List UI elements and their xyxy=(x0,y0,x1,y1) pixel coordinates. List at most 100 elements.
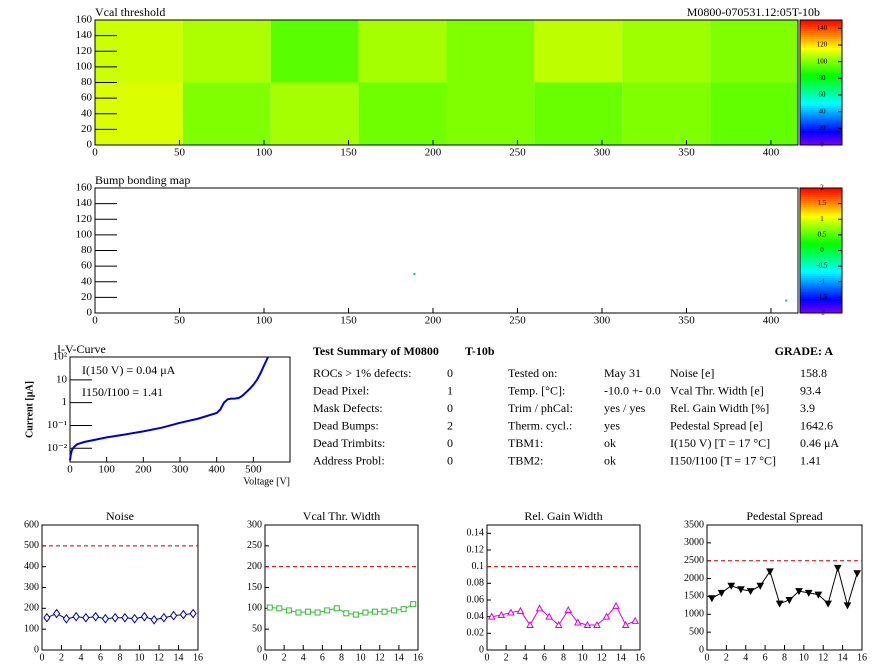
y-tick-label: 1500 xyxy=(684,591,704,602)
y-tick-label: 300 xyxy=(24,582,39,593)
x-tick-label: 250 xyxy=(509,147,526,159)
colorbar-step xyxy=(800,308,842,312)
y-tick-label: 2500 xyxy=(684,555,704,566)
colorbar-step xyxy=(800,281,842,285)
colorbar-step xyxy=(800,219,842,222)
y-tick-label: 120 xyxy=(76,45,93,57)
summary-value: 3.9 xyxy=(800,401,815,415)
colorbar-step xyxy=(800,111,842,115)
x-tick-label: 100 xyxy=(256,315,273,327)
colorbar-step xyxy=(800,61,842,65)
y-tick-label: 80 xyxy=(81,244,93,256)
y-tick-label: 500 xyxy=(24,540,39,551)
marker xyxy=(785,597,794,605)
marker xyxy=(381,608,388,615)
marker xyxy=(766,568,774,576)
colorbar-step xyxy=(800,67,842,71)
marker xyxy=(554,620,563,628)
x-tick-label: 8 xyxy=(561,652,566,663)
x-tick-label: 6 xyxy=(320,652,325,663)
marker xyxy=(82,612,90,623)
marker xyxy=(507,608,515,616)
marker xyxy=(140,611,148,622)
colorbar-step xyxy=(800,242,842,245)
summary-value: 0 xyxy=(447,436,453,450)
bump-point xyxy=(413,272,416,275)
colorbar-step xyxy=(800,231,842,235)
marker xyxy=(121,612,129,623)
x-tick-label: 14 xyxy=(394,652,404,663)
y-tick-label: 0 xyxy=(479,644,484,655)
marker xyxy=(189,608,197,619)
plot-frame xyxy=(94,19,799,146)
colorbar-step xyxy=(800,227,842,231)
heatmap-cell xyxy=(534,82,623,145)
summary-label: Noise [e] xyxy=(670,366,714,380)
y-tick-label: 20 xyxy=(81,291,93,303)
summary-value: 1 xyxy=(447,383,453,397)
summary-value: yes xyxy=(604,418,620,432)
marker xyxy=(853,570,861,578)
x-tick-label: 200 xyxy=(425,147,442,159)
colorbar-step xyxy=(800,113,842,117)
x-tick-label: 10 xyxy=(799,652,809,663)
colorbar-step xyxy=(800,34,842,38)
colorbar-step xyxy=(800,198,842,201)
marker xyxy=(305,608,312,615)
colorbar-step xyxy=(800,53,842,56)
x-tick-label: 16 xyxy=(193,652,203,663)
summary-label: Dead Pixel: xyxy=(313,383,369,397)
colorbar-step xyxy=(800,32,842,36)
x-tick-label: 0 xyxy=(67,464,73,476)
marker xyxy=(824,600,832,608)
colorbar-step xyxy=(800,258,842,262)
marker xyxy=(756,582,765,590)
marker xyxy=(545,612,553,620)
colorbar-step xyxy=(800,84,842,88)
colorbar-step xyxy=(800,288,842,291)
colorbar-step xyxy=(800,221,842,224)
colorbar-step xyxy=(800,229,842,233)
colorbar-step xyxy=(800,263,842,266)
y-tick-label: 60 xyxy=(81,260,93,272)
chart-title: I-V-Curve xyxy=(57,342,106,356)
plot-frame xyxy=(41,524,199,651)
colorbar-step xyxy=(800,122,842,125)
colorbar-label: 1.5 xyxy=(818,199,827,207)
y-tick-label: 20 xyxy=(81,123,93,135)
colorbar-step xyxy=(800,215,842,218)
colorbar-step xyxy=(800,59,842,63)
colorbar-step xyxy=(800,265,842,268)
colorbar-step xyxy=(800,192,842,195)
colorbar-step xyxy=(800,279,842,283)
colorbar-step xyxy=(800,275,842,279)
colorbar-step xyxy=(800,217,842,220)
annotation: I150/I100 = 1.41 xyxy=(82,385,163,399)
y-axis-label: Current [μA] xyxy=(24,381,35,438)
y-tick-label: 140 xyxy=(76,197,93,209)
y-tick-label: 300 xyxy=(247,519,262,530)
colorbar-label: 60 xyxy=(819,91,827,99)
marker xyxy=(574,618,582,626)
colorbar-step xyxy=(800,109,842,113)
x-tick-label: 4 xyxy=(79,652,84,663)
summary-label: Rel. Gain Width [%] xyxy=(670,401,769,415)
colorbar-step xyxy=(800,117,842,121)
marker xyxy=(717,589,726,597)
x-tick-label: 4 xyxy=(743,652,748,663)
colorbar-step xyxy=(800,254,842,258)
summary-label: Vcal Thr. Width [e] xyxy=(670,383,764,397)
y-tick-label: 0.06 xyxy=(467,594,485,605)
marker xyxy=(92,611,100,622)
x-tick-label: 14 xyxy=(838,652,848,663)
summary-tag: T-10b xyxy=(465,344,495,358)
x-tick-label: 150 xyxy=(340,315,357,327)
y-tick-label: 10² xyxy=(53,351,68,363)
colorbar-step xyxy=(800,124,842,127)
x-tick-label: 0 xyxy=(40,652,45,663)
y-tick-label: 0 xyxy=(87,139,93,151)
x-tick-label: 50 xyxy=(174,315,186,327)
colorbar-step xyxy=(800,283,842,287)
y-tick-label: 1 xyxy=(62,396,68,408)
x-tick-label: 300 xyxy=(172,464,189,476)
